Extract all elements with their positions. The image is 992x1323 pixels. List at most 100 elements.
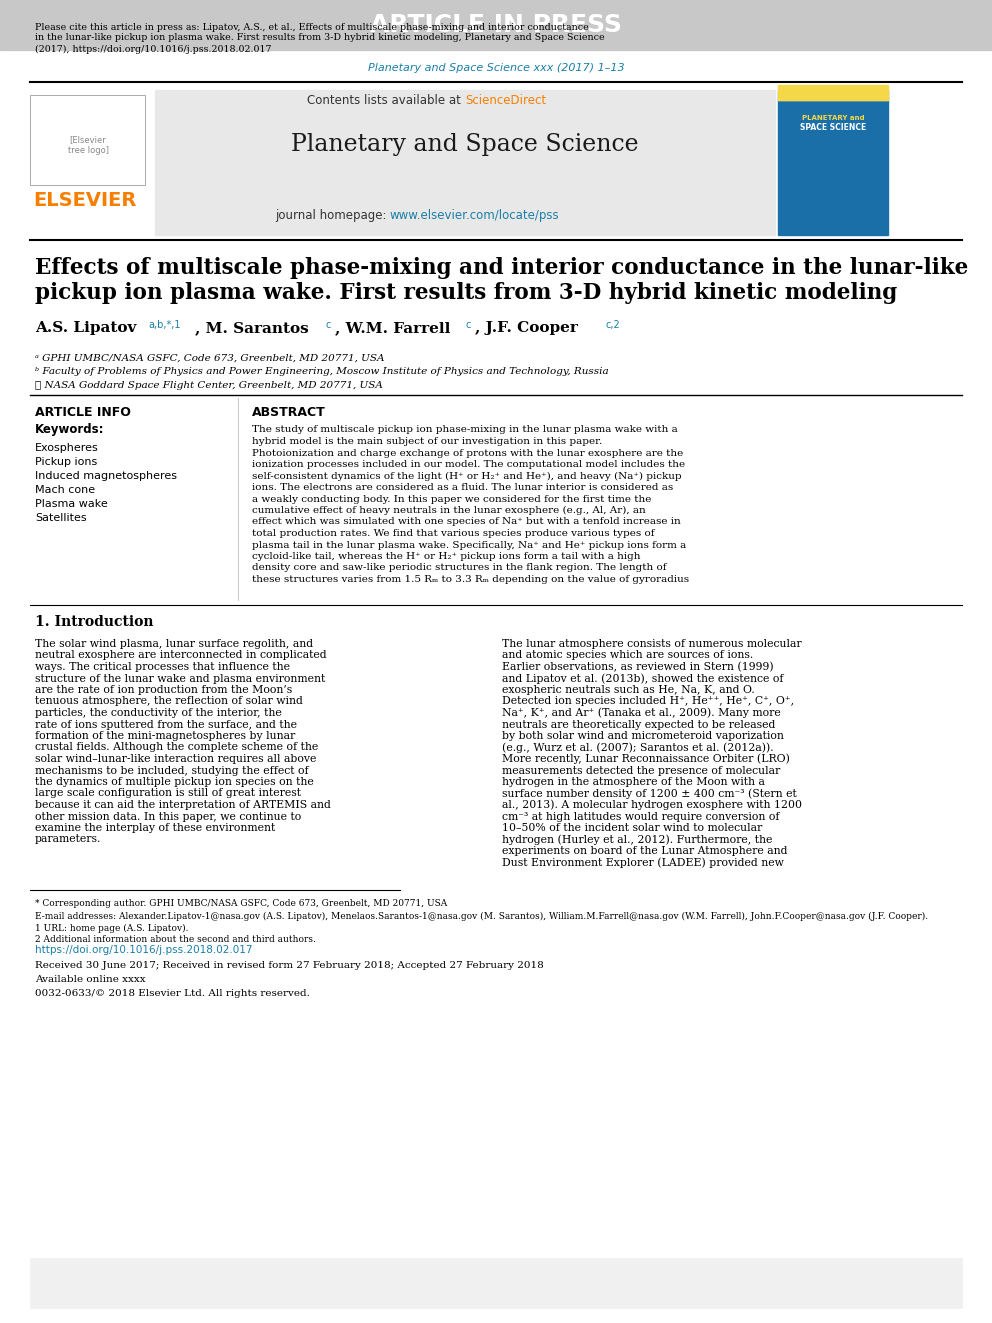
Text: experiments on board of the Lunar Atmosphere and: experiments on board of the Lunar Atmosp… xyxy=(502,845,788,856)
Text: Effects of multiscale phase-mixing and interior conductance in the lunar-like: Effects of multiscale phase-mixing and i… xyxy=(35,257,968,279)
Text: neutrals are theoretically expected to be released: neutrals are theoretically expected to b… xyxy=(502,720,776,729)
Text: plasma tail in the lunar plasma wake. Specifically, Na⁺ and He⁺ pickup ions form: plasma tail in the lunar plasma wake. Sp… xyxy=(252,541,686,549)
Text: The study of multiscale pickup ion phase-mixing in the lunar plasma wake with a: The study of multiscale pickup ion phase… xyxy=(252,426,678,434)
Text: , M. Sarantos: , M. Sarantos xyxy=(195,321,309,335)
Text: , W.M. Farrell: , W.M. Farrell xyxy=(335,321,450,335)
Text: formation of the mini-magnetospheres by lunar: formation of the mini-magnetospheres by … xyxy=(35,732,296,741)
Text: ARTICLE IN PRESS: ARTICLE IN PRESS xyxy=(370,13,622,37)
Text: a,b,*,1: a,b,*,1 xyxy=(148,320,181,329)
Text: exospheric neutrals such as He, Na, K, and O.: exospheric neutrals such as He, Na, K, a… xyxy=(502,685,755,695)
Text: and atomic species which are sources of ions.: and atomic species which are sources of … xyxy=(502,651,753,660)
Text: surface number density of 1200 ± 400 cm⁻³ (Stern et: surface number density of 1200 ± 400 cm⁻… xyxy=(502,789,797,799)
Text: ScienceDirect: ScienceDirect xyxy=(465,94,547,106)
Text: The lunar atmosphere consists of numerous molecular: The lunar atmosphere consists of numerou… xyxy=(502,639,802,650)
Text: Photoionization and charge exchange of protons with the lunar exosphere are the: Photoionization and charge exchange of p… xyxy=(252,448,683,458)
Bar xyxy=(778,90,888,235)
Text: examine the interplay of these environment: examine the interplay of these environme… xyxy=(35,823,275,833)
Text: ၣ NASA Goddard Space Flight Center, Greenbelt, MD 20771, USA: ၣ NASA Goddard Space Flight Center, Gree… xyxy=(35,381,383,390)
Text: total production rates. We find that various species produce various types of: total production rates. We find that var… xyxy=(252,529,655,538)
Text: hydrogen (Hurley et al., 2012). Furthermore, the: hydrogen (Hurley et al., 2012). Furtherm… xyxy=(502,835,773,845)
Text: www.elsevier.com/locate/pss: www.elsevier.com/locate/pss xyxy=(390,209,559,221)
Bar xyxy=(30,95,145,185)
Text: The solar wind plasma, lunar surface regolith, and: The solar wind plasma, lunar surface reg… xyxy=(35,639,313,650)
Text: E-mail addresses: Alexander.Lipatov-1@nasa.gov (A.S. Lipatov), Menelaos.Sarantos: E-mail addresses: Alexander.Lipatov-1@na… xyxy=(35,912,929,921)
Text: al., 2013). A molecular hydrogen exosphere with 1200: al., 2013). A molecular hydrogen exosphe… xyxy=(502,799,802,810)
Text: hydrogen in the atmosphere of the Moon with a: hydrogen in the atmosphere of the Moon w… xyxy=(502,777,765,787)
Text: are the rate of ion production from the Moon’s: are the rate of ion production from the … xyxy=(35,685,293,695)
Text: c: c xyxy=(465,320,470,329)
Text: Received 30 June 2017; Received in revised form 27 February 2018; Accepted 27 Fe: Received 30 June 2017; Received in revis… xyxy=(35,962,544,971)
Text: More recently, Lunar Reconnaissance Orbiter (LRO): More recently, Lunar Reconnaissance Orbi… xyxy=(502,754,790,765)
Text: by both solar wind and micrometeroid vaporization: by both solar wind and micrometeroid vap… xyxy=(502,732,784,741)
Text: [Elsevier
tree logo]: [Elsevier tree logo] xyxy=(67,135,108,155)
Text: crustal fields. Although the complete scheme of the: crustal fields. Although the complete sc… xyxy=(35,742,318,753)
Bar xyxy=(0,0,992,50)
Text: 2 Additional information about the second and third authors.: 2 Additional information about the secon… xyxy=(35,935,315,945)
Text: ᵇ Faculty of Problems of Physics and Power Engineering, Moscow Institute of Phys: ᵇ Faculty of Problems of Physics and Pow… xyxy=(35,368,609,377)
Bar xyxy=(778,85,888,101)
Text: c: c xyxy=(325,320,330,329)
Text: parameters.: parameters. xyxy=(35,835,101,844)
Text: in the lunar-like pickup ion plasma wake. First results from 3-D hybrid kinetic : in the lunar-like pickup ion plasma wake… xyxy=(35,33,605,42)
Text: Plasma wake: Plasma wake xyxy=(35,499,108,509)
Text: PLANETARY and: PLANETARY and xyxy=(802,115,864,120)
Text: Exospheres: Exospheres xyxy=(35,443,99,452)
Text: ᵃ GPHI UMBC/NASA GSFC, Code 673, Greenbelt, MD 20771, USA: ᵃ GPHI UMBC/NASA GSFC, Code 673, Greenbe… xyxy=(35,353,385,363)
Text: ways. The critical processes that influence the: ways. The critical processes that influe… xyxy=(35,662,290,672)
Text: Dust Environment Explorer (LADEE) provided new: Dust Environment Explorer (LADEE) provid… xyxy=(502,857,784,868)
Bar xyxy=(778,90,888,101)
Text: hybrid model is the main subject of our investigation in this paper.: hybrid model is the main subject of our … xyxy=(252,437,602,446)
Text: tenuous atmosphere, the reflection of solar wind: tenuous atmosphere, the reflection of so… xyxy=(35,696,303,706)
Text: Earlier observations, as reviewed in Stern (1999): Earlier observations, as reviewed in Ste… xyxy=(502,662,774,672)
Text: density core and saw-like periodic structures in the flank region. The length of: density core and saw-like periodic struc… xyxy=(252,564,667,573)
Text: Mach cone: Mach cone xyxy=(35,486,95,495)
Text: and Lipatov et al. (2013b), showed the existence of: and Lipatov et al. (2013b), showed the e… xyxy=(502,673,784,684)
Text: SPACE SCIENCE: SPACE SCIENCE xyxy=(800,123,866,132)
Text: 1 URL: home page (A.S. Lipatov).: 1 URL: home page (A.S. Lipatov). xyxy=(35,923,188,933)
Text: ELSEVIER: ELSEVIER xyxy=(34,191,137,209)
Text: ABSTRACT: ABSTRACT xyxy=(252,406,325,418)
Text: other mission data. In this paper, we continue to: other mission data. In this paper, we co… xyxy=(35,811,302,822)
Text: structure of the lunar wake and plasma environment: structure of the lunar wake and plasma e… xyxy=(35,673,325,684)
Text: rate of ions sputtered from the surface, and the: rate of ions sputtered from the surface,… xyxy=(35,720,297,729)
Text: cm⁻³ at high latitudes would require conversion of: cm⁻³ at high latitudes would require con… xyxy=(502,811,780,822)
Text: solar wind–lunar-like interaction requires all above: solar wind–lunar-like interaction requir… xyxy=(35,754,316,763)
Text: Satellites: Satellites xyxy=(35,513,86,523)
Text: Detected ion species included H⁺, He⁺⁺, He⁺, C⁺, O⁺,: Detected ion species included H⁺, He⁺⁺, … xyxy=(502,696,795,706)
Text: Na⁺, K⁺, and Ar⁺ (Tanaka et al., 2009). Many more: Na⁺, K⁺, and Ar⁺ (Tanaka et al., 2009). … xyxy=(502,708,781,718)
Text: Please cite this article in press as: Lipatov, A.S., et al., Effects of multisca: Please cite this article in press as: Li… xyxy=(35,22,588,32)
Text: Planetary and Space Science xxx (2017) 1–13: Planetary and Space Science xxx (2017) 1… xyxy=(368,64,624,73)
Text: 10–50% of the incident solar wind to molecular: 10–50% of the incident solar wind to mol… xyxy=(502,823,762,833)
Text: Pickup ions: Pickup ions xyxy=(35,456,97,467)
Text: c,2: c,2 xyxy=(605,320,620,329)
Text: neutral exosphere are interconnected in complicated: neutral exosphere are interconnected in … xyxy=(35,651,326,660)
Text: because it can aid the interpretation of ARTEMIS and: because it can aid the interpretation of… xyxy=(35,800,331,810)
Text: large scale configuration is still of great interest: large scale configuration is still of gr… xyxy=(35,789,301,799)
Text: a weakly conducting body. In this paper we considered for the first time the: a weakly conducting body. In this paper … xyxy=(252,495,652,504)
Text: these structures varies from 1.5 Rₘ to 3.3 Rₘ depending on the value of gyroradi: these structures varies from 1.5 Rₘ to 3… xyxy=(252,576,689,583)
Text: Available online xxxx: Available online xxxx xyxy=(35,975,146,984)
Text: (e.g., Wurz et al. (2007); Sarantos et al. (2012a)).: (e.g., Wurz et al. (2007); Sarantos et a… xyxy=(502,742,774,753)
Text: pickup ion plasma wake. First results from 3-D hybrid kinetic modeling: pickup ion plasma wake. First results fr… xyxy=(35,282,897,304)
Bar xyxy=(30,1258,962,1308)
Text: ionization processes included in our model. The computational model includes the: ionization processes included in our mod… xyxy=(252,460,685,468)
Text: self-consistent dynamics of the light (H⁺ or H₂⁺ and He⁺), and heavy (Na⁺) picku: self-consistent dynamics of the light (H… xyxy=(252,471,682,480)
Text: measurements detected the presence of molecular: measurements detected the presence of mo… xyxy=(502,766,781,775)
Text: journal homepage:: journal homepage: xyxy=(275,209,390,221)
Text: mechanisms to be included, studying the effect of: mechanisms to be included, studying the … xyxy=(35,766,309,775)
Text: 0032-0633/© 2018 Elsevier Ltd. All rights reserved.: 0032-0633/© 2018 Elsevier Ltd. All right… xyxy=(35,990,310,999)
Text: ions. The electrons are considered as a fluid. The lunar interior is considered : ions. The electrons are considered as a … xyxy=(252,483,674,492)
Text: , J.F. Cooper: , J.F. Cooper xyxy=(475,321,578,335)
Text: the dynamics of multiple pickup ion species on the: the dynamics of multiple pickup ion spec… xyxy=(35,777,313,787)
Text: Planetary and Space Science: Planetary and Space Science xyxy=(292,134,639,156)
Text: 1. Introduction: 1. Introduction xyxy=(35,615,154,628)
Text: A.S. Lipatov: A.S. Lipatov xyxy=(35,321,136,335)
Text: particles, the conductivity of the interior, the: particles, the conductivity of the inter… xyxy=(35,708,282,718)
Text: effect which was simulated with one species of Na⁺ but with a tenfold increase i: effect which was simulated with one spec… xyxy=(252,517,681,527)
Text: (2017), https://doi.org/10.1016/j.pss.2018.02.017: (2017), https://doi.org/10.1016/j.pss.20… xyxy=(35,45,272,53)
Text: cycloid-like tail, whereas the H⁺ or H₂⁺ pickup ions form a tail with a high: cycloid-like tail, whereas the H⁺ or H₂⁺… xyxy=(252,552,641,561)
Text: Keywords:: Keywords: xyxy=(35,423,104,437)
Text: Induced magnetospheres: Induced magnetospheres xyxy=(35,471,177,482)
Text: ARTICLE INFO: ARTICLE INFO xyxy=(35,406,131,418)
Text: Contents lists available at: Contents lists available at xyxy=(308,94,465,106)
